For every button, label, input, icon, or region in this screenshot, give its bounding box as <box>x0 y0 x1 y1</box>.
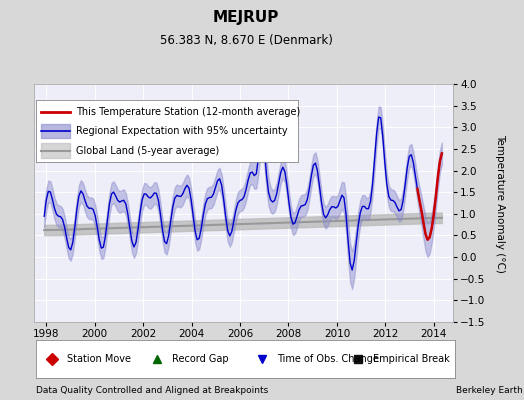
Text: Global Land (5-year average): Global Land (5-year average) <box>77 146 220 156</box>
Text: Time of Obs. Change: Time of Obs. Change <box>277 354 378 364</box>
Text: Empirical Break: Empirical Break <box>373 354 450 364</box>
Text: Data Quality Controlled and Aligned at Breakpoints: Data Quality Controlled and Aligned at B… <box>36 386 268 395</box>
Text: Berkeley Earth: Berkeley Earth <box>456 386 522 395</box>
Text: MEJRUP: MEJRUP <box>213 10 279 25</box>
Text: Regional Expectation with 95% uncertainty: Regional Expectation with 95% uncertaint… <box>77 126 288 136</box>
Text: This Temperature Station (12-month average): This Temperature Station (12-month avera… <box>77 107 300 118</box>
Text: Station Move: Station Move <box>67 354 131 364</box>
Text: Record Gap: Record Gap <box>172 354 228 364</box>
Text: 56.383 N, 8.670 E (Denmark): 56.383 N, 8.670 E (Denmark) <box>160 34 333 47</box>
Y-axis label: Temperature Anomaly (°C): Temperature Anomaly (°C) <box>495 134 505 272</box>
